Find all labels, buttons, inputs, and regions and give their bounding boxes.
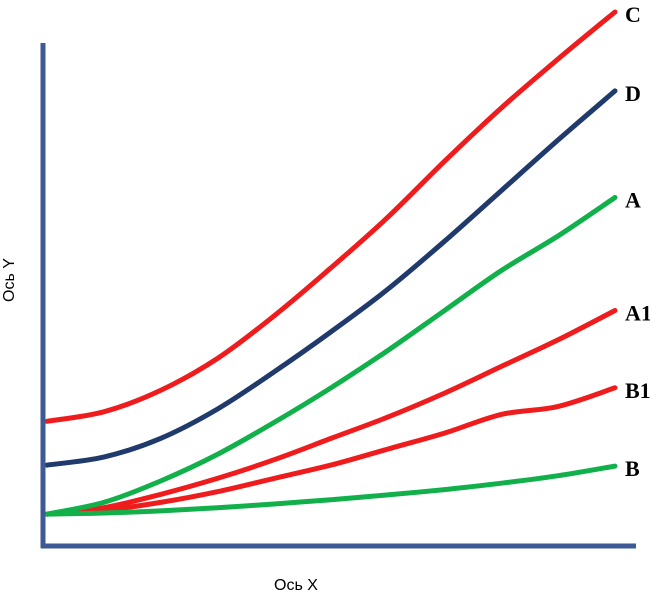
series-label-a: A: [625, 187, 641, 212]
y-axis-title: Ось Y: [1, 258, 18, 302]
series-line-a: [44, 195, 618, 517]
series-line-b1: [44, 385, 618, 517]
x-axis-title: Ось X: [274, 577, 318, 592]
curves-group: [44, 9, 618, 517]
series-line-d: [44, 88, 618, 468]
series-label-d: D: [625, 81, 641, 106]
series-labels-group: C D A A1 B1 B: [625, 2, 650, 481]
series-line-a1: [44, 308, 618, 517]
series-label-b: B: [625, 456, 640, 481]
series-label-a1: A1: [625, 300, 650, 325]
series-label-b1: B1: [625, 378, 650, 403]
series-label-c: C: [625, 2, 641, 27]
series-line-b: [44, 463, 618, 517]
series-line-c: [44, 9, 618, 424]
